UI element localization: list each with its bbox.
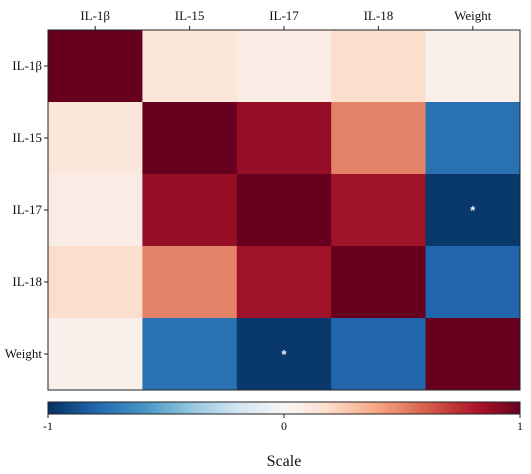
row-tick-labels: IL-1β IL-15 IL-17 IL-18 Weight (5, 58, 48, 361)
cell-weight-il-17 (236, 318, 332, 391)
column-label-il-17: IL-17 (269, 8, 299, 23)
colorbar-tick-label: 1 (517, 419, 523, 433)
cell-il-15-il-15 (142, 102, 238, 175)
row-label-weight: Weight (5, 346, 43, 361)
column-label-il-15: IL-15 (175, 8, 205, 23)
cell-il-15-il-18 (331, 102, 427, 175)
cell-il-18-il-18 (331, 246, 427, 319)
cell-il-17-weight (425, 174, 521, 247)
cell-il-1beta-il-17 (236, 30, 332, 103)
significance-marker: * (470, 203, 476, 218)
cell-weight-weight (425, 318, 521, 391)
cell-il-1beta-il-15 (142, 30, 238, 103)
heatmap-annotations: ** (281, 203, 476, 362)
cell-il-17-il-1beta (48, 174, 143, 247)
colorbar (47, 401, 521, 415)
cell-weight-il-18 (331, 318, 427, 391)
cell-il-1beta-weight (425, 30, 521, 103)
cell-il-1beta-il-1beta (48, 30, 143, 103)
colorbar-ticks: -1 0 1 (43, 414, 523, 433)
cell-il-1beta-il-18 (331, 30, 427, 103)
column-tick-labels: IL-1β IL-15 IL-17 IL-18 Weight (80, 8, 492, 30)
column-label-il-1beta: IL-1β (80, 8, 110, 23)
cell-il-15-il-17 (236, 102, 332, 175)
column-label-il-18: IL-18 (364, 8, 394, 23)
cell-il-15-weight (425, 102, 521, 175)
colorbar-tick-label: -1 (43, 419, 53, 433)
cell-weight-il-1beta (48, 318, 143, 391)
cell-weight-il-15 (142, 318, 238, 391)
cell-il-17-il-15 (142, 174, 238, 247)
cell-il-18-il-17 (236, 246, 332, 319)
row-label-il-18: IL-18 (12, 274, 42, 289)
colorbar-tick-label: 0 (281, 419, 287, 433)
cell-il-18-il-15 (142, 246, 238, 319)
cell-il-17-il-18 (331, 174, 427, 247)
colorbar-title: Scale (267, 453, 302, 470)
cell-il-18-il-1beta (48, 246, 143, 319)
cell-il-15-il-1beta (48, 102, 143, 175)
significance-marker: * (281, 347, 287, 362)
cell-il-18-weight (425, 246, 521, 319)
row-label-il-15: IL-15 (12, 130, 42, 145)
row-label-il-17: IL-17 (12, 202, 42, 217)
row-label-il-1beta: IL-1β (12, 58, 42, 73)
cell-il-17-il-17 (236, 174, 332, 247)
column-label-weight: Weight (454, 8, 492, 23)
heatmap-cells (48, 30, 521, 391)
